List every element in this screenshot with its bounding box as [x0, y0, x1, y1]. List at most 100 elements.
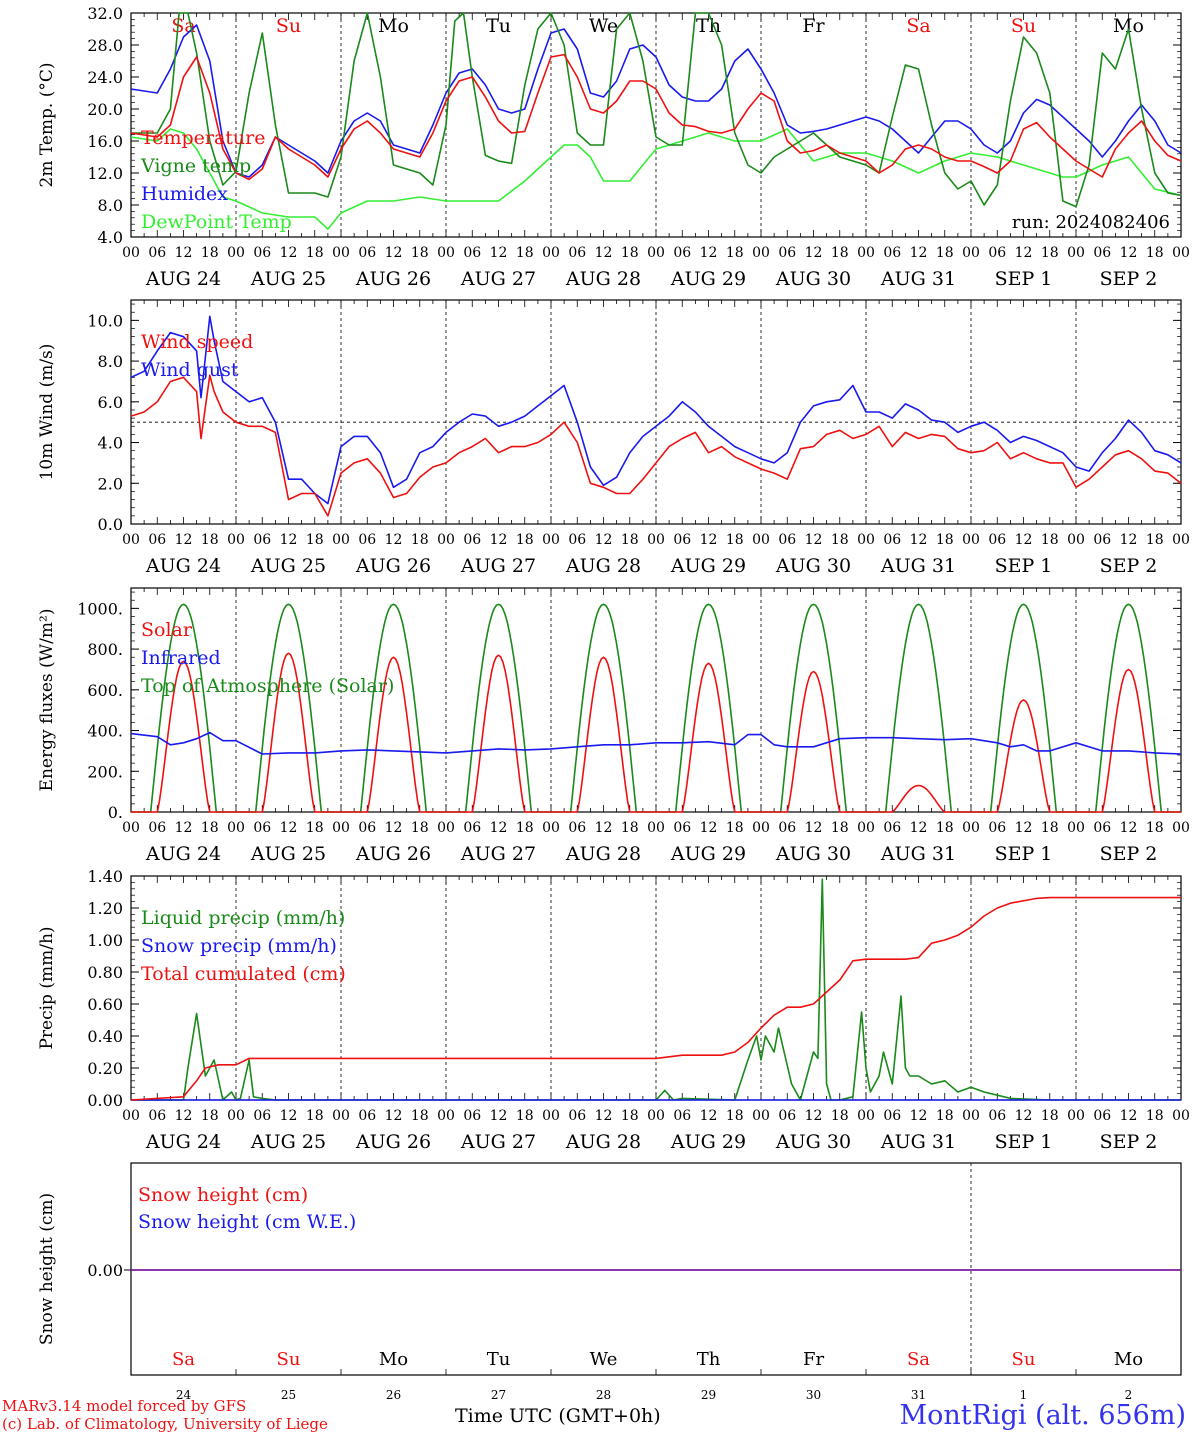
hour-tick-label: 06 [778, 820, 796, 836]
panel-frame [130, 299, 1182, 525]
hour-tick-label: 18 [831, 532, 849, 548]
toa-solar-day-curve [131, 603, 236, 813]
hour-tick-label: 06 [988, 245, 1006, 261]
weekday-label: Th [696, 15, 721, 37]
legend-entry-2: Snow height (cm W.E.) [138, 1211, 356, 1233]
hour-tick-label: 18 [1041, 245, 1059, 261]
hour-tick-label: 06 [778, 532, 796, 548]
hour-tick-label: 12 [910, 532, 928, 548]
day-number-label: 25 [281, 1388, 296, 1402]
solar-day-curve [446, 654, 551, 813]
day-number-label: 27 [491, 1388, 506, 1402]
hour-tick-label: 00 [857, 532, 875, 548]
hour-tick-label: 12 [175, 820, 193, 836]
hour-tick-label: 00 [437, 245, 455, 261]
date-label: AUG 27 [460, 843, 536, 865]
hour-tick-label: 00 [962, 820, 980, 836]
hour-tick-label: 00 [857, 820, 875, 836]
hour-tick-label: 00 [332, 245, 350, 261]
legend-entry-1: Liquid precip (mm/h) [141, 907, 345, 929]
hour-tick-label: 18 [201, 820, 219, 836]
hour-tick-label: 00 [437, 1108, 455, 1124]
series-line-vigne-temp [131, 12, 1182, 208]
hour-tick-label: 12 [490, 820, 508, 836]
solar-day-curve [971, 699, 1076, 813]
station-label: MontRigi (alt. 656m) [899, 1400, 1186, 1431]
hour-tick-label: 06 [673, 820, 691, 836]
date-label: AUG 25 [250, 555, 326, 577]
hour-tick-label: 18 [621, 532, 639, 548]
hour-tick-label: 00 [227, 532, 245, 548]
series-line-infrared [130, 731, 1182, 755]
toa-solar-day-curve [341, 603, 446, 813]
hour-tick-label: 18 [1146, 1108, 1164, 1124]
hour-tick-label: 12 [1015, 1108, 1033, 1124]
legend-entry-1: Snow height (cm) [138, 1184, 308, 1206]
hour-tick-label: 06 [463, 1108, 481, 1124]
hour-tick-label: 18 [306, 1108, 324, 1124]
hour-tick-label: 18 [306, 532, 324, 548]
series-line-wind-gust [130, 315, 1182, 505]
hour-tick-label: 00 [857, 1108, 875, 1124]
hour-tick-label: 00 [1067, 245, 1085, 261]
hour-tick-label: 06 [463, 532, 481, 548]
series-line-dewpoint-temp [130, 128, 1182, 230]
hour-tick-label: 00 [1172, 245, 1190, 261]
day-number-label: 24 [176, 1388, 192, 1402]
y-tick-label: 800. [87, 640, 123, 659]
x-axis-label: Time UTC (GMT+0h) [455, 1405, 661, 1427]
solar-day-curve [236, 652, 341, 813]
hour-tick-label: 12 [385, 532, 403, 548]
hour-tick-label: 06 [358, 1108, 376, 1124]
hour-tick-label: 12 [700, 532, 718, 548]
date-label: SEP 2 [1100, 555, 1158, 577]
hour-tick-label: 00 [1067, 532, 1085, 548]
date-label: AUG 25 [250, 1131, 326, 1153]
hour-tick-label: 12 [805, 245, 823, 261]
y-tick-label: 16.0 [87, 132, 123, 151]
hour-tick-label: 12 [175, 1108, 193, 1124]
y-tick-label: 1.00 [87, 931, 123, 950]
hour-tick-label: 06 [883, 1108, 901, 1124]
solar-day-curve [866, 784, 971, 813]
hour-tick-label: 12 [805, 820, 823, 836]
date-label: AUG 24 [145, 843, 221, 865]
weekday-label: Fr [802, 15, 825, 37]
legend-entry-1: Temperature [141, 127, 265, 149]
y-tick-label: 0.40 [87, 1027, 123, 1046]
y-tick-label: 4.0 [98, 434, 123, 453]
hour-tick-label: 00 [542, 1108, 560, 1124]
day-number-label: 26 [386, 1388, 401, 1402]
hour-tick-label: 18 [1146, 532, 1164, 548]
solar-day-curve [761, 670, 866, 813]
date-label: AUG 26 [355, 843, 431, 865]
y-tick-label: 0.00 [87, 1091, 123, 1110]
hour-tick-label: 18 [621, 245, 639, 261]
date-label: SEP 1 [995, 555, 1053, 577]
hour-tick-label: 06 [253, 1108, 271, 1124]
hour-tick-label: 00 [542, 820, 560, 836]
hour-tick-label: 00 [332, 532, 350, 548]
date-label: AUG 29 [670, 555, 746, 577]
hour-tick-label: 06 [253, 532, 271, 548]
weekday-label: Fr [803, 1349, 824, 1370]
weekday-label: Su [276, 15, 301, 37]
y-tick-label: 12.0 [87, 164, 123, 183]
hour-tick-label: 18 [936, 1108, 954, 1124]
hour-tick-label: 00 [647, 532, 665, 548]
legend-entry-3: Top of Atmosphere (Solar) [141, 675, 394, 697]
hour-tick-label: 18 [936, 532, 954, 548]
hour-tick-label: 00 [227, 1108, 245, 1124]
date-label: AUG 29 [670, 1131, 746, 1153]
hour-tick-label: 18 [831, 1108, 849, 1124]
weekday-label: Su [1012, 1349, 1036, 1370]
hour-tick-label: 18 [936, 245, 954, 261]
weekday-label: Sa [172, 1349, 195, 1370]
date-label: SEP 1 [995, 268, 1053, 290]
hour-tick-label: 00 [1172, 532, 1190, 548]
hour-tick-label: 12 [700, 1108, 718, 1124]
hour-tick-label: 12 [595, 1108, 613, 1124]
y-axis-label: 2m Temp. (°C) [37, 62, 57, 187]
hour-tick-label: 00 [227, 820, 245, 836]
